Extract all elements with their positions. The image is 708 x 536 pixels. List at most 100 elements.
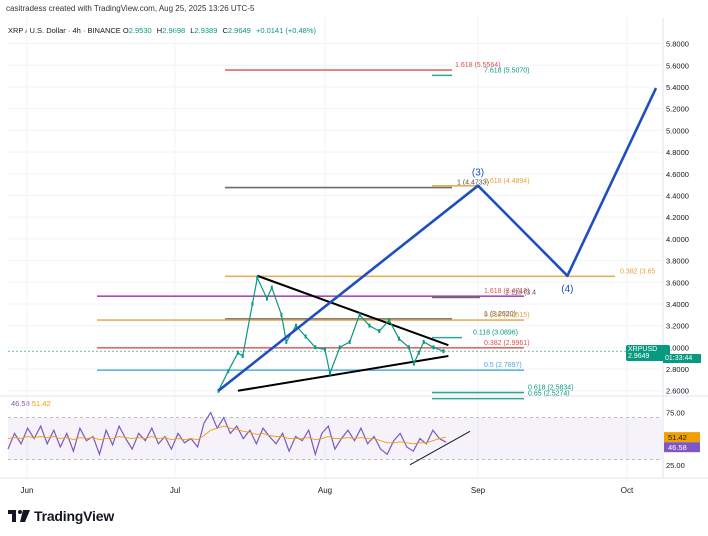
- fib-level-label: 0.5 (2.7897): [484, 362, 522, 369]
- open-label: O: [122, 26, 129, 35]
- price-series: [8, 275, 662, 393]
- fib-level-label: 1.118 (3.4: [505, 289, 536, 296]
- price-tag-price: 2.9649: [628, 353, 650, 360]
- rsi-line: [7, 411, 447, 457]
- high-label: H: [156, 26, 163, 35]
- price-axis-tick-label: 4.2000: [666, 213, 689, 222]
- countdown-tag: 01:33:44: [663, 354, 701, 363]
- wave-projection-line: [217, 87, 658, 392]
- price-candle: [251, 301, 254, 306]
- fib-level-label: 0.382 (2.9961): [484, 340, 530, 347]
- time-axis-tick-label: Jun: [21, 486, 34, 495]
- price-candle: [442, 349, 445, 354]
- fib-level-label: 1 (3.2620): [484, 311, 516, 318]
- price-candle: [378, 329, 381, 334]
- time-axis-tick-label: Sep: [471, 486, 486, 495]
- wave-projection: (3) (4): [217, 87, 658, 392]
- price-candle: [348, 339, 351, 344]
- price-axis-tick-label: 5.0000: [666, 126, 689, 135]
- fib-level-label: 1 (4.4733): [457, 180, 489, 187]
- fib-level-label: 0.65 (2.5274): [528, 391, 570, 398]
- rsi-axis-tick-label: 25.00: [666, 461, 685, 470]
- price-candle: [398, 336, 401, 341]
- close-label: C: [222, 26, 228, 35]
- fib-level-label: 1.618 (4.4894): [484, 178, 530, 185]
- triangle-lower-line: [237, 355, 449, 392]
- price-axis-tick-label: 3.6000: [666, 278, 689, 287]
- price-candle: [294, 323, 297, 328]
- rsi-ma-value-label: 51.42: [31, 399, 51, 408]
- price-axis-tick-label: 3.0000: [666, 343, 689, 352]
- low-label: L: [190, 26, 195, 35]
- price-axis-tick-label: 4.6000: [666, 170, 689, 179]
- price-candle: [388, 318, 391, 323]
- rsi-tag: [664, 442, 700, 453]
- price-axis-tick-label: 3.4000: [666, 300, 689, 309]
- rsi-axis-tick-label: 75.00: [666, 408, 685, 417]
- price-axis-tick-label: 5.6000: [666, 61, 689, 70]
- fib-level-label: 0.618 (2.5834): [528, 385, 574, 392]
- rsi-value-label: 46.58: [11, 399, 30, 408]
- fib-levels: 1.618 (5.5564)7.618 (5.5070)1 (4.4733)1.…: [97, 62, 656, 400]
- fib-level-label: 0.382 (3.65: [620, 268, 656, 275]
- last-price-tag: XRPUSD 2.9649: [626, 345, 670, 361]
- price-candle: [265, 296, 268, 301]
- price-axis-tick-label: 5.4000: [666, 83, 689, 92]
- axes: 5.8000 5.6000 5.4000 5.2000 5.0000 4.8000 4.60…: [0, 18, 708, 495]
- price-candle: [422, 339, 425, 344]
- price-candle: [314, 345, 317, 350]
- fib-level-label: 1.618 (5.5564): [455, 62, 501, 69]
- price-axis-tick-label: 2.6000: [666, 387, 689, 396]
- price-axis-tick-label: 4.0000: [666, 235, 689, 244]
- price-candle: [358, 312, 361, 317]
- rsi-ma-tag-label: 51.42: [668, 433, 687, 442]
- time-axis-tick-label: Jul: [170, 486, 180, 495]
- tradingview-brand: TradingView: [8, 508, 114, 524]
- price-candle: [412, 361, 415, 366]
- price-axis-tick-label: 2.8000: [666, 365, 689, 374]
- price-candle: [241, 354, 244, 359]
- chart-header: casitradess created with TradingView.com…: [6, 4, 255, 13]
- price-candle: [328, 371, 331, 376]
- change-value: +0.0141 (+0.48%): [255, 26, 316, 35]
- rsi-ma-tag: [664, 432, 700, 443]
- fib-level-label: 0.118 (3.0896): [473, 330, 518, 337]
- fib-level-label: 7.618 (5.5070): [484, 67, 530, 74]
- time-axis-tick-label: Oct: [621, 486, 634, 495]
- price-candle: [407, 345, 410, 350]
- price-candle: [236, 350, 239, 355]
- price-axis-tick-label: 3.8000: [666, 257, 689, 266]
- price-candle: [285, 339, 288, 344]
- open-value: 2.9530: [128, 26, 152, 35]
- fib-level-label: 0.236 (3.2515): [484, 312, 530, 319]
- rsi-legend: 46.58 51.42: [11, 399, 51, 408]
- wave-label-4: (4): [561, 284, 573, 295]
- symbol-legend: XRP / U.S. Dollar · 4h · BINANCE O2.9530…: [8, 26, 319, 35]
- price-candle: [432, 345, 435, 350]
- high-value: 2.9698: [162, 26, 186, 35]
- time-axis-tick-label: Aug: [318, 486, 332, 495]
- price-candle: [324, 347, 326, 352]
- grid: [8, 18, 662, 478]
- price-candle: [304, 334, 307, 339]
- price-candle: [280, 312, 283, 317]
- price-candle: [227, 369, 230, 374]
- price-axis-tick-label: 3.2000: [666, 322, 689, 331]
- price-axis-tick-label: 5.8000: [666, 40, 689, 49]
- symbol-title[interactable]: XRP / U.S. Dollar · 4h · BINANCE: [8, 26, 121, 35]
- price-axis-tick-label: 4.8000: [666, 148, 689, 157]
- price-candle: [338, 345, 341, 350]
- low-value: 2.9389: [194, 26, 218, 35]
- fib-level-label: 1.618 (3.4718): [484, 288, 530, 295]
- price-candle: [256, 275, 259, 280]
- price-tag-symbol: XRPUSD: [628, 346, 658, 353]
- brand-name: TradingView: [34, 508, 115, 524]
- price-candle: [417, 350, 420, 355]
- price-candle: [270, 285, 273, 290]
- rsi-tag-label: 46.58: [668, 443, 687, 452]
- price-line: [217, 275, 444, 391]
- price-axis-tick-label: 4.4000: [666, 191, 689, 200]
- tradingview-logo-icon: [8, 510, 30, 522]
